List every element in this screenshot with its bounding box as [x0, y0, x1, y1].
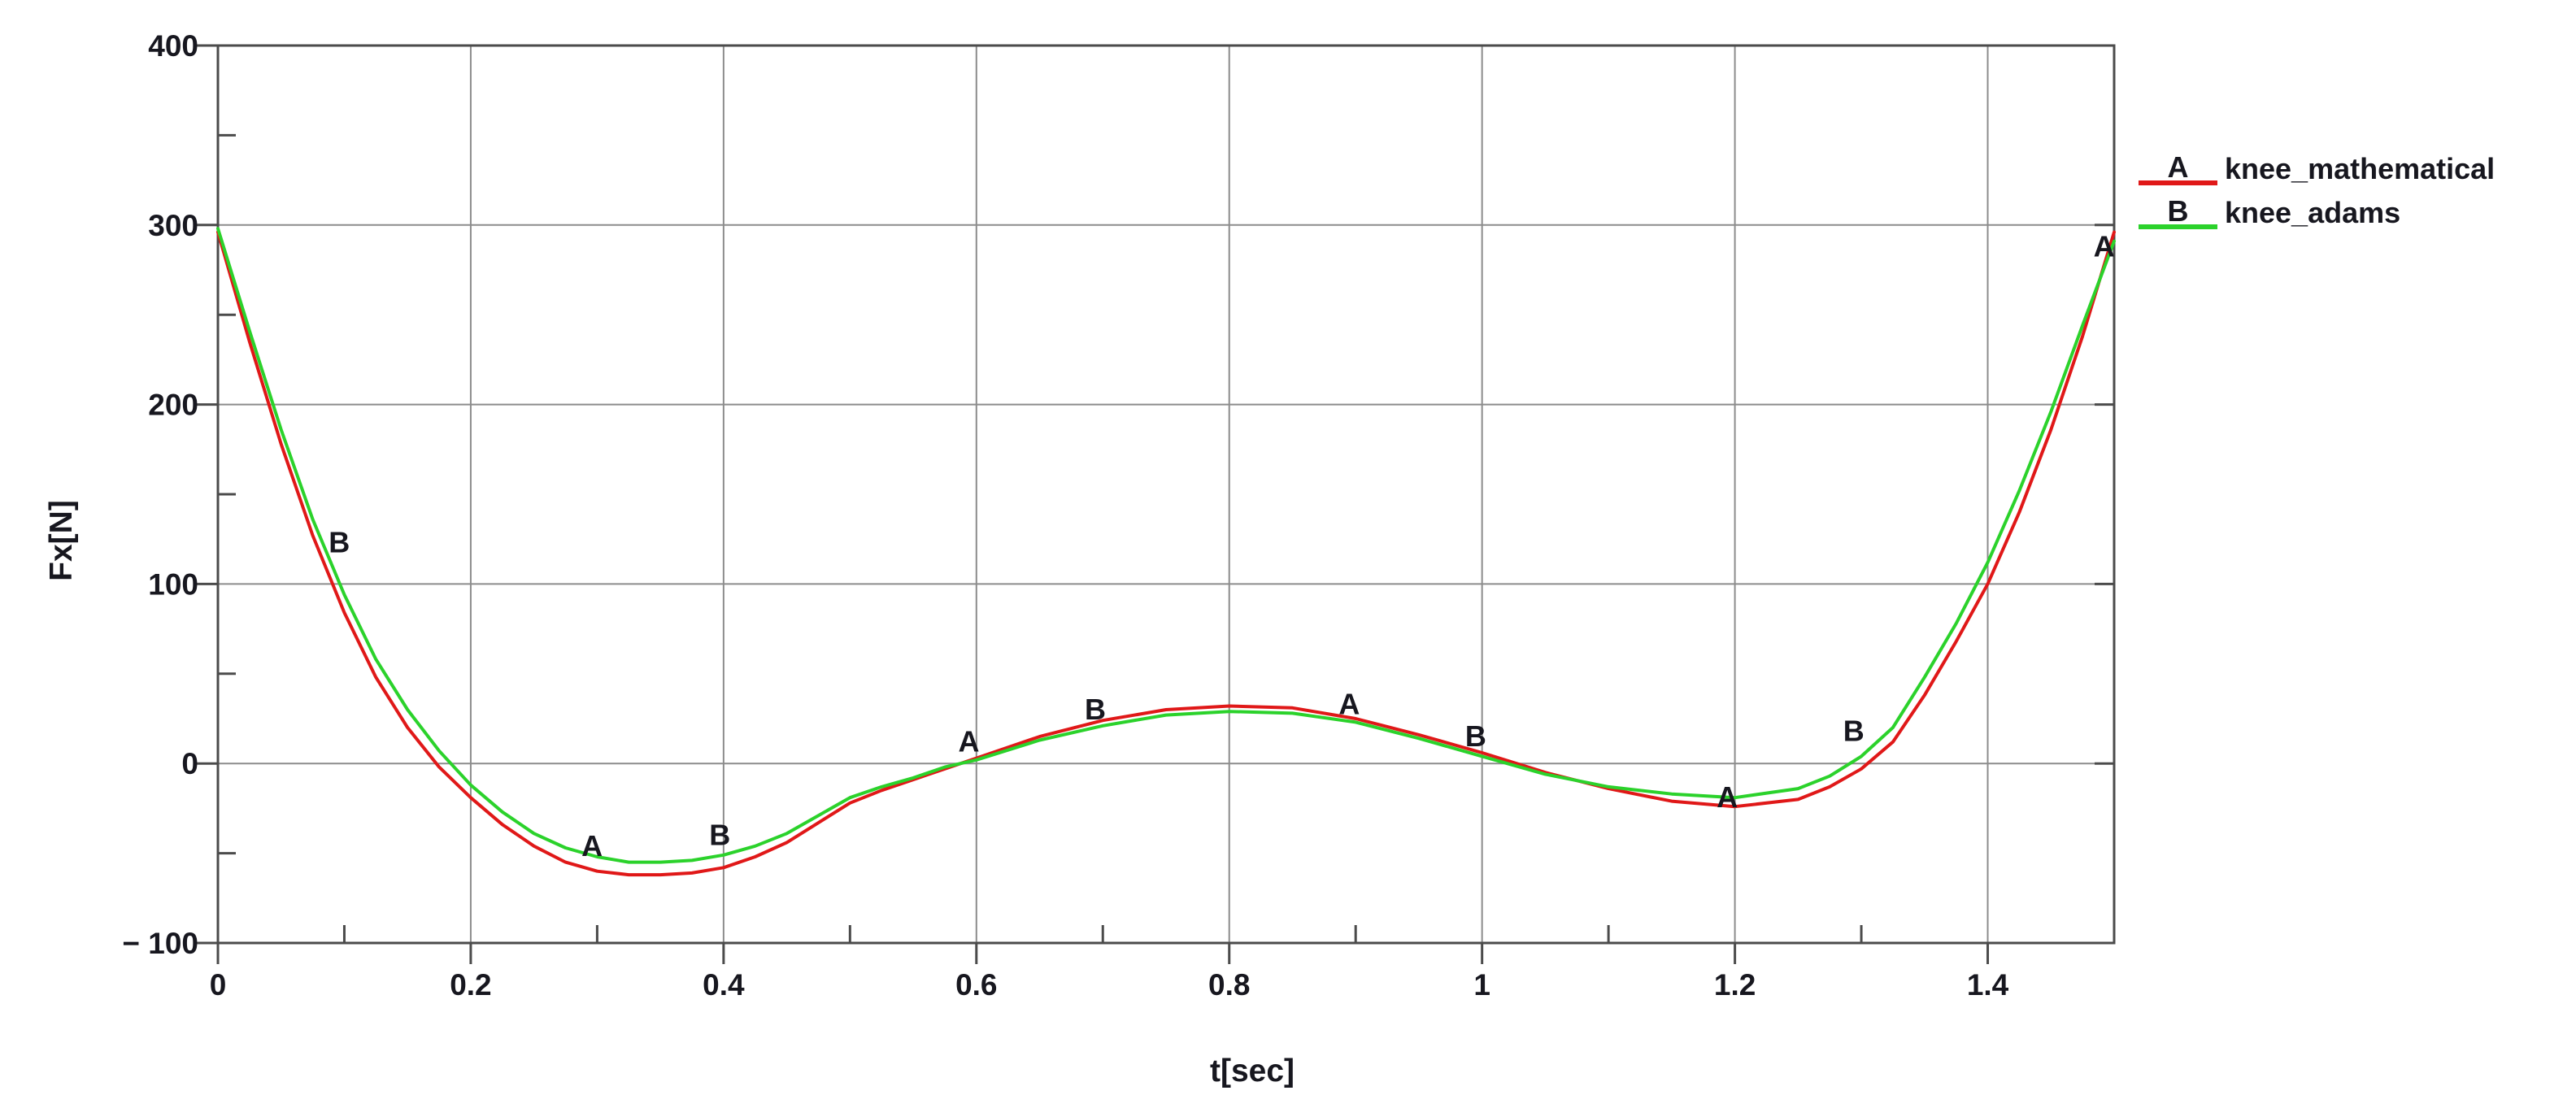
y-tick-label: 100	[148, 567, 198, 601]
x-tick-label: 0	[210, 968, 227, 1002]
legend-line-icon	[2139, 224, 2217, 229]
plot-border	[216, 44, 2116, 945]
x-tick-label: 1.4	[1967, 968, 2009, 1002]
x-tick-label: 0.4	[703, 968, 745, 1002]
series-knee_mathematical	[216, 230, 2116, 877]
x-tick-label: 0.6	[955, 968, 997, 1002]
legend-letter: B	[2167, 194, 2189, 228]
point-label-A: A	[1338, 687, 1360, 720]
point-label-A: A	[581, 829, 603, 863]
point-label-A: A	[2094, 229, 2115, 263]
x-axis-title: t[sec]	[1210, 1054, 1295, 1088]
y-axis-title: Fx[N]	[44, 500, 79, 581]
point-label-B: B	[329, 526, 350, 559]
point-label-A: A	[958, 725, 979, 758]
legend-item-knee_adams: B knee_adams	[2139, 193, 2576, 237]
y-tick-label: 300	[148, 209, 198, 242]
point-label-B: B	[1843, 714, 1865, 747]
x-tick-label: 0.2	[450, 968, 491, 1002]
legend-item-knee_mathematical: A knee_mathematical	[2139, 150, 2576, 193]
point-label-B: B	[1465, 719, 1486, 753]
point-label-A: A	[1717, 780, 1738, 814]
legend-line-icon	[2139, 180, 2217, 185]
x-tick-label: 1	[1473, 968, 1490, 1002]
point-label-B: B	[1085, 693, 1106, 726]
x-tick-label: 0.8	[1208, 968, 1250, 1002]
legend-marker-A: A	[2139, 150, 2217, 193]
legend-letter: A	[2167, 150, 2189, 184]
y-tick-label: − 100	[122, 927, 198, 960]
point-label-B: B	[709, 819, 730, 852]
y-tick-label: 0	[181, 747, 198, 780]
y-tick-label: 400	[148, 29, 198, 63]
legend-marker-B: B	[2139, 193, 2217, 237]
y-tick-label: 200	[148, 389, 198, 422]
chart-legend: A knee_mathematical B knee_adams	[2139, 150, 2576, 237]
legend-label: knee_adams	[2225, 196, 2401, 229]
legend-label: knee_mathematical	[2225, 152, 2496, 185]
x-tick-label: 1.2	[1714, 968, 1756, 1002]
series-knee_adams	[216, 227, 2116, 864]
